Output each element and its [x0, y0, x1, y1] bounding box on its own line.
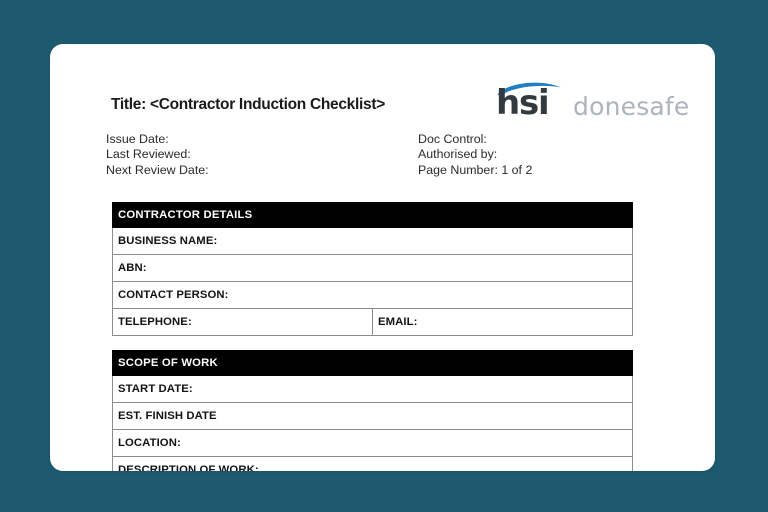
hsi-donesafe-logo: hsi donesafe: [489, 80, 694, 130]
contractor-details-table: CONTRACTOR DETAILS BUSINESS NAME: ABN: C…: [112, 202, 633, 336]
metadata-right-column: Doc Control: Authorised by: Page Number:…: [418, 132, 532, 178]
metadata-authorised-by: Authorised by:: [418, 147, 498, 162]
table-row: ABN:: [112, 254, 633, 282]
document-metadata: Issue Date: Last Reviewed: Next Review D…: [50, 132, 715, 180]
field-label-email[interactable]: EMAIL:: [372, 308, 633, 336]
table-section-header-row: CONTRACTOR DETAILS: [112, 202, 633, 228]
swoosh-icon: [497, 82, 561, 96]
field-label-location[interactable]: LOCATION:: [112, 429, 633, 457]
field-label-contact-person[interactable]: CONTACT PERSON:: [112, 281, 633, 309]
section-header-scope-of-work: SCOPE OF WORK: [112, 350, 633, 376]
metadata-issue-date: Issue Date:: [106, 132, 169, 146]
table-row: DESCRIPTION OF WORK:: [112, 456, 633, 471]
metadata-last-reviewed: Last Reviewed:: [106, 147, 191, 162]
metadata-next-review-date: Next Review Date:: [106, 162, 209, 177]
logo-hsi-text: hsi: [496, 83, 550, 123]
field-label-description-of-work[interactable]: DESCRIPTION OF WORK:: [112, 456, 633, 471]
table-row: LOCATION:: [112, 429, 633, 457]
table-row: EST. FINISH DATE: [112, 402, 633, 430]
table-section-header-row: SCOPE OF WORK: [112, 350, 633, 376]
metadata-page-number: Page Number: 1 of 2: [418, 162, 533, 177]
page-title: Title: <Contractor Induction Checklist>: [111, 96, 385, 113]
table-row: TELEPHONE: EMAIL:: [112, 308, 633, 336]
section-header-contractor-details: CONTRACTOR DETAILS: [112, 202, 633, 228]
metadata-doc-control: Doc Control:: [418, 132, 487, 146]
field-label-telephone[interactable]: TELEPHONE:: [112, 308, 373, 336]
document-header: Title: <Contractor Induction Checklist> …: [50, 44, 715, 126]
logo-donesafe-text: donesafe: [573, 92, 690, 121]
document-card: Title: <Contractor Induction Checklist> …: [50, 44, 715, 471]
scope-of-work-table: SCOPE OF WORK START DATE: EST. FINISH DA…: [112, 350, 633, 471]
field-label-start-date[interactable]: START DATE:: [112, 375, 633, 403]
field-label-est-finish-date[interactable]: EST. FINISH DATE: [112, 402, 633, 430]
field-label-business-name[interactable]: BUSINESS NAME:: [112, 227, 633, 255]
metadata-left-column: Issue Date: Last Reviewed: Next Review D…: [106, 132, 209, 178]
table-row: CONTACT PERSON:: [112, 281, 633, 309]
table-row: START DATE:: [112, 375, 633, 403]
field-label-abn[interactable]: ABN:: [112, 254, 633, 282]
table-row: BUSINESS NAME:: [112, 227, 633, 255]
